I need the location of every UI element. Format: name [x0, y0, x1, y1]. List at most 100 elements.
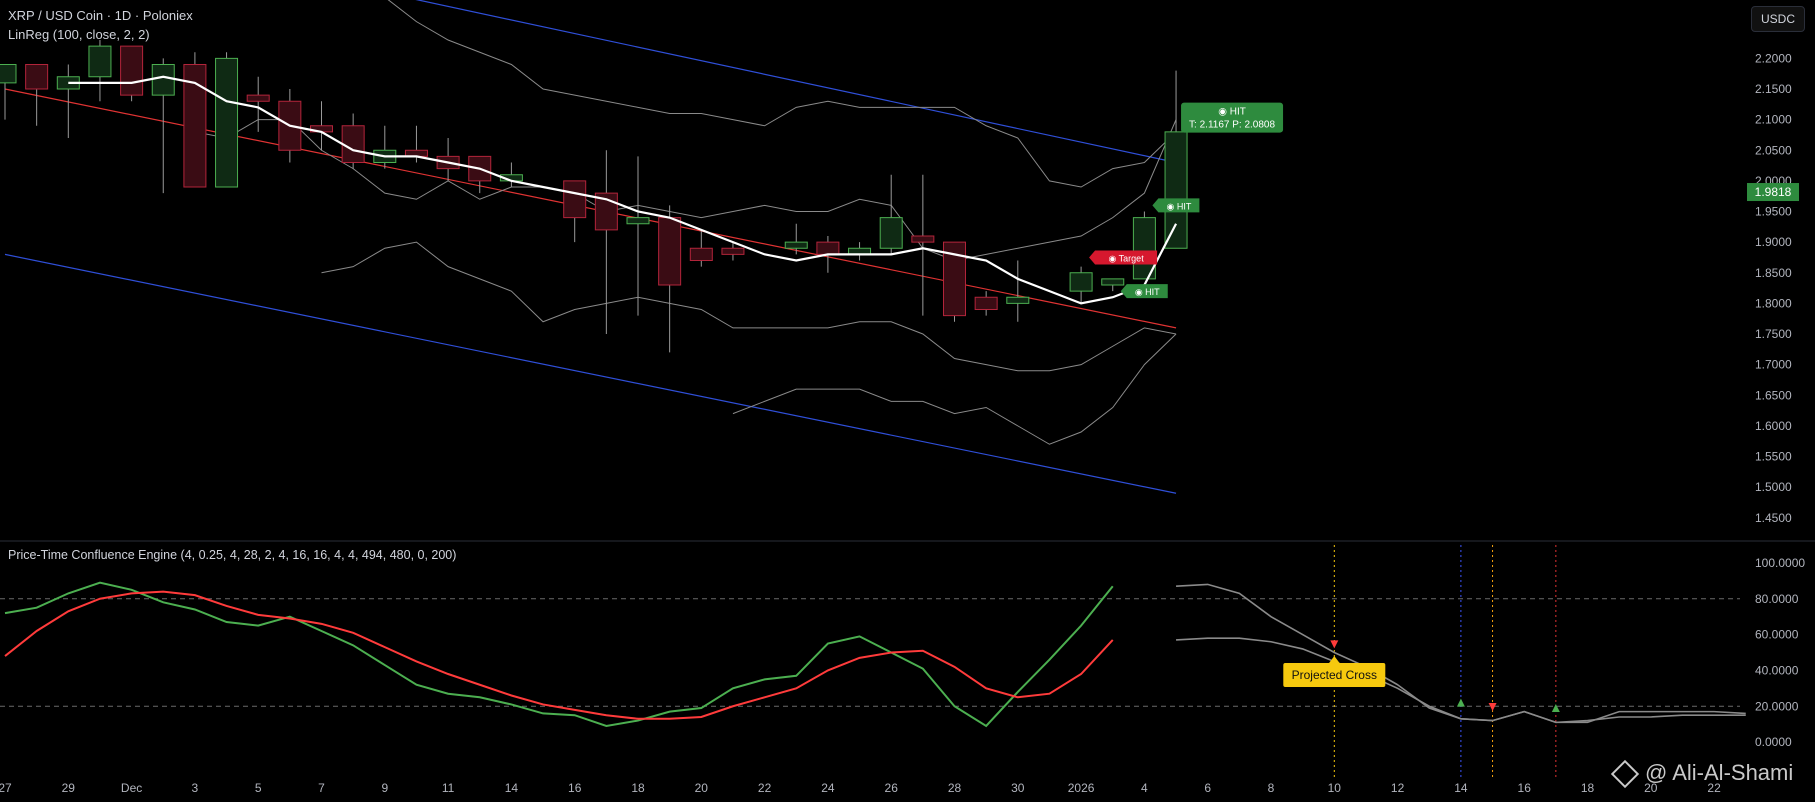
osc-tick-label: 0.0000 [1755, 735, 1792, 749]
candle-up [1069, 272, 1093, 292]
x-tick-label: 10 [1328, 781, 1342, 795]
green-series-line [4, 581, 1114, 728]
price-tick-label: 1.4500 [1755, 511, 1792, 525]
x-tick-label: 14 [1454, 781, 1468, 795]
x-tick-label: 29 [62, 781, 76, 795]
watermark-text: @ Ali-Al-Shami [1645, 760, 1794, 785]
candle-down [246, 94, 270, 102]
lower-band-inner [321, 241, 1177, 372]
channel-upper [415, 0, 1177, 164]
osc-tick-label: 20.0000 [1755, 699, 1799, 713]
price-tick-label: 1.9000 [1755, 235, 1792, 249]
price-tick-label: 1.6500 [1755, 388, 1792, 402]
x-tick-label: 14 [505, 781, 519, 795]
x-tick-label: 5 [255, 781, 262, 795]
gray-series-line [1176, 637, 1746, 724]
candle-down [120, 45, 144, 96]
x-tick-label: 20 [1644, 781, 1658, 795]
candle-up [626, 217, 650, 225]
x-tick-label: 2026 [1068, 781, 1095, 795]
annotation-text: Projected Cross [1292, 668, 1377, 682]
x-tick-label: 18 [1581, 781, 1595, 795]
price-tick-label: 1.9500 [1755, 205, 1792, 219]
down-arrow-marker [1488, 703, 1497, 712]
x-tick-label: 28 [948, 781, 962, 795]
label-box [1152, 198, 1200, 213]
binance-logo-icon [1610, 760, 1640, 789]
label-text: T: 2.1167 P: 2.0808 [1189, 120, 1275, 131]
x-tick-label: 18 [631, 781, 645, 795]
price-tick-label: 1.8500 [1755, 266, 1792, 280]
last-price-label: 1.9818 [1755, 185, 1792, 199]
x-tick-label: 20 [695, 781, 709, 795]
label-box [1120, 284, 1168, 299]
candle-down [689, 247, 713, 261]
linreg-legend: LinReg (100, close, 2, 2) [8, 27, 150, 42]
candle-up [1006, 296, 1030, 304]
candle-down [816, 241, 840, 255]
candle-down [658, 217, 682, 286]
price-tick-label: 1.8000 [1755, 296, 1792, 310]
upper-band-outer [387, 0, 1177, 188]
candle-up [151, 64, 175, 96]
x-tick-label: Dec [121, 781, 142, 795]
upper-band-inner [194, 119, 1177, 262]
price-pane: ◉ HIT T: 2.1167 P: 2.0808 ◉ HIT ◉ Target ◉ H… [0, 0, 1284, 494]
up-arrow-marker [1456, 698, 1465, 707]
candle-up [215, 57, 239, 188]
label-box [1089, 250, 1158, 265]
candle-up [784, 241, 808, 249]
x-tick-label: 26 [885, 781, 899, 795]
label-box [1181, 102, 1284, 133]
oscillator-title: Price-Time Confluence Engine (4, 0.25, 4… [8, 548, 457, 562]
candle-up [88, 45, 112, 78]
price-tick-label: 1.5500 [1755, 450, 1792, 464]
price-tick-label: 1.7500 [1755, 327, 1792, 341]
x-tick-label: 22 [1707, 781, 1721, 795]
x-tick-label: 6 [1204, 781, 1211, 795]
watermark: @ Ali-Al-Shami [1610, 760, 1794, 789]
price-tick-label: 1.7000 [1755, 358, 1792, 372]
candle-up [879, 217, 903, 249]
candle-down [341, 125, 365, 163]
candle-down [563, 180, 587, 219]
x-tick-label: 4 [1141, 781, 1148, 795]
oscillator-pane: Projected Cross [0, 545, 1746, 778]
label-text: ◉ HIT [1166, 201, 1191, 211]
osc-tick-label: 60.0000 [1755, 628, 1799, 642]
x-tick-label: 8 [1268, 781, 1275, 795]
x-tick-label: 27 [0, 781, 12, 795]
osc-tick-label: 100.0000 [1755, 556, 1805, 570]
label-text: ◉ HIT [1135, 287, 1160, 297]
channel-lower [4, 253, 1177, 494]
label-text: ◉ HIT [1218, 107, 1246, 118]
label-text: ◉ Target [1108, 253, 1144, 263]
red-series-line [4, 590, 1114, 720]
price-tick-label: 1.6000 [1755, 419, 1792, 433]
x-tick-label: 7 [318, 781, 325, 795]
candle-down [25, 64, 49, 90]
x-tick-label: 9 [381, 781, 388, 795]
osc-tick-label: 80.0000 [1755, 592, 1799, 606]
x-tick-label: 12 [1391, 781, 1405, 795]
osc-tick-label: 40.0000 [1755, 663, 1799, 677]
mean-line [68, 75, 1178, 305]
x-tick-label: 11 [442, 781, 455, 795]
candle-down [911, 235, 935, 243]
price-tick-label: 2.1500 [1755, 82, 1792, 96]
down-arrow-marker [1330, 640, 1339, 649]
annotation-pointer [1328, 656, 1341, 664]
x-tick-label: 3 [192, 781, 199, 795]
x-tick-label: 24 [821, 781, 835, 795]
last-price-tag [1747, 183, 1799, 202]
x-tick-label: 30 [1011, 781, 1025, 795]
currency-button[interactable]: USDC [1751, 6, 1805, 32]
price-tick-label: 2.0500 [1755, 143, 1792, 157]
x-tick-label: 16 [1518, 781, 1532, 795]
symbol-title: XRP / USD Coin · 1D · Poloniex [8, 8, 193, 23]
price-tick-label: 2.2000 [1755, 51, 1792, 65]
candle-down [721, 247, 745, 255]
price-tick-label: 2.1000 [1755, 113, 1792, 127]
x-tick-label: 22 [758, 781, 772, 795]
